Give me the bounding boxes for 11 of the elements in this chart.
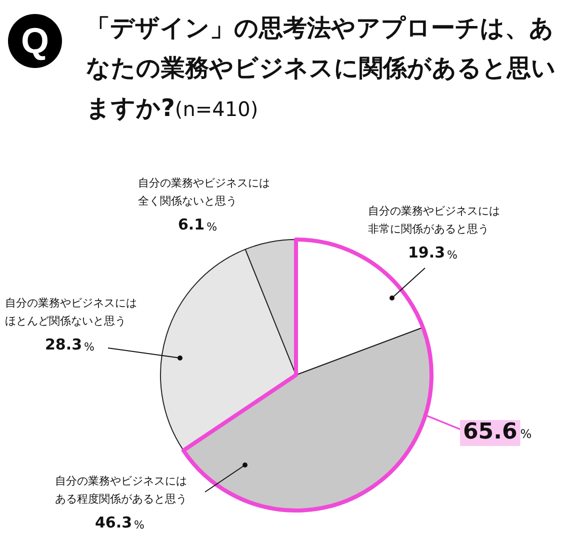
chart-subtitle: (n=410)	[174, 97, 258, 121]
slice-label: 自分の業務やビジネスにはある程度関係があると思う	[55, 474, 187, 506]
data-label: 6.1%	[178, 215, 218, 234]
slice-label: 自分の業務やビジネスには全く関係ないと思う	[138, 176, 270, 208]
text: 65.6%	[463, 420, 532, 445]
data-label: 19.3%	[408, 243, 458, 262]
slice-label: 自分の業務やビジネスには非常に関係があると思う	[368, 204, 500, 236]
data-label: 28.3%	[45, 335, 94, 354]
q-icon: Q	[8, 14, 62, 68]
slice-label: 自分の業務やビジネスにはほとんど関係ないと思う	[5, 296, 137, 328]
data-label: 46.3%	[95, 513, 144, 532]
